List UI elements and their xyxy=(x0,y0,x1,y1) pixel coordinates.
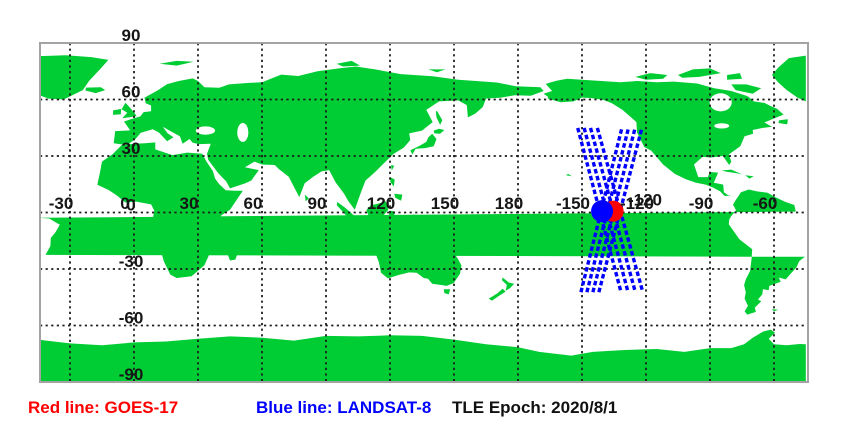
landmass xyxy=(85,87,106,94)
landmass xyxy=(394,193,403,201)
longitude-label: 180 xyxy=(495,194,523,213)
landmass xyxy=(113,66,544,210)
latitude-label: 30 xyxy=(122,139,141,158)
landmass xyxy=(502,277,515,291)
landmass xyxy=(121,102,137,119)
landmass xyxy=(745,175,754,179)
landmass xyxy=(778,119,788,125)
lake xyxy=(709,93,732,112)
landmass xyxy=(435,110,443,125)
landsat8-marker xyxy=(591,200,614,223)
map-clip-group xyxy=(40,43,808,382)
longitude-label: -120 xyxy=(620,194,654,213)
legend-red-line: Red line: GOES-17 xyxy=(28,398,179,417)
landmass xyxy=(40,55,109,100)
landmass xyxy=(304,194,309,202)
latitude-label: 0 xyxy=(126,196,135,215)
satellite-markers-layer xyxy=(591,200,624,223)
lake xyxy=(237,123,249,142)
legend-tle-epoch: TLE Epoch: 2020/8/1 xyxy=(452,398,618,417)
plot-border xyxy=(39,42,809,383)
landmass xyxy=(40,329,806,382)
landmass xyxy=(771,309,779,312)
landmass xyxy=(721,169,743,175)
lake xyxy=(714,123,730,129)
latitude-label: 60 xyxy=(122,82,141,101)
latitude-label: -30 xyxy=(119,252,144,271)
landmass xyxy=(731,84,762,94)
landmass xyxy=(488,288,506,301)
axis-labels-layer: -30 0 30 60 90 120 150 180 -150 -120 -90 -60 90 60 30 0… xyxy=(49,26,778,384)
latitude-label: -60 xyxy=(119,308,144,327)
landmass xyxy=(635,73,668,80)
landmass xyxy=(727,73,742,80)
landmass xyxy=(390,177,395,187)
gridlines-layer xyxy=(40,43,808,382)
longitude-label: -90 xyxy=(689,194,714,213)
landmass xyxy=(159,60,194,66)
longitude-label: 120 xyxy=(367,194,395,213)
legend-bar: Red line: GOES-17 Blue line: LANDSAT-8 T… xyxy=(0,398,850,420)
duplicate-longitude-label: -120 xyxy=(628,191,662,210)
landmass xyxy=(771,55,806,102)
longitude-label: -30 xyxy=(49,194,74,213)
longitude-label: -150 xyxy=(556,194,590,213)
landmass xyxy=(410,133,437,155)
longitude-label: 60 xyxy=(244,194,263,213)
landmass xyxy=(428,69,446,73)
lake xyxy=(195,126,216,135)
landmass xyxy=(566,173,572,177)
landmass xyxy=(433,128,445,134)
landmass xyxy=(113,108,122,115)
longitude-label: 0 xyxy=(120,194,129,213)
longitude-label: 90 xyxy=(308,194,327,213)
landmass xyxy=(678,68,721,78)
longitude-label: 150 xyxy=(431,194,459,213)
latitude-label: -90 xyxy=(119,365,144,384)
legend-blue-line: Blue line: LANDSAT-8 xyxy=(256,398,432,417)
latitude-label: 90 xyxy=(122,26,141,45)
landmass xyxy=(366,174,371,179)
longitude-label: 30 xyxy=(180,194,199,213)
landmass xyxy=(443,289,451,295)
landmass xyxy=(391,165,395,171)
landmass xyxy=(336,60,361,67)
longitude-label: -60 xyxy=(753,194,778,213)
